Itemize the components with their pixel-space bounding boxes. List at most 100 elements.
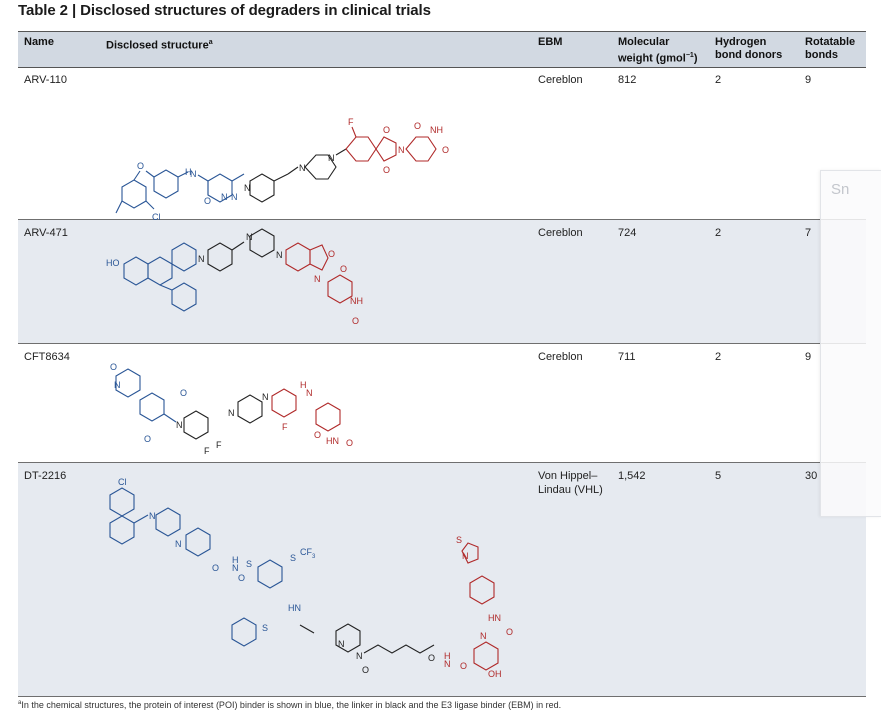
svg-text:N: N	[480, 631, 487, 641]
svg-text:S: S	[262, 623, 268, 633]
svg-text:HN: HN	[488, 613, 501, 623]
svg-text:N: N	[328, 153, 335, 163]
table-footnote: aIn the chemical structures, the protein…	[18, 700, 562, 710]
ebm-value: Cereblon	[538, 74, 583, 86]
hbd-value: 5	[715, 470, 722, 482]
table-row-cft8634: CFT8634 Cereblon 711 2 9 O N O O N F F N…	[18, 344, 866, 463]
svg-text:N: N	[314, 274, 321, 284]
compound-name: CFT8634	[24, 351, 70, 363]
cft8634-structure: O N O O N F F N N F H N O HN O	[110, 362, 353, 456]
compound-name: DT-2216	[24, 470, 67, 482]
rot-value: 9	[805, 74, 812, 86]
svg-text:F: F	[216, 440, 222, 450]
svg-text:O: O	[362, 665, 369, 675]
svg-text:F: F	[348, 117, 354, 127]
svg-text:CF: CF	[300, 547, 312, 557]
header-ebm: EBM	[538, 36, 563, 48]
degraders-table: Name Disclosed structurea EBM Molecular w…	[18, 31, 866, 697]
header-hbd: Hydrogen bond donors	[715, 36, 783, 61]
rot-value: 30	[805, 470, 818, 482]
rot-value: 9	[805, 351, 812, 363]
svg-text:N: N	[198, 254, 205, 264]
svg-text:HN: HN	[288, 603, 301, 613]
svg-text:N: N	[244, 183, 251, 193]
svg-text:O: O	[460, 661, 467, 671]
svg-text:N: N	[338, 639, 345, 649]
header-structure: Disclosed structurea	[106, 39, 213, 52]
svg-text:O: O	[204, 196, 211, 206]
svg-text:HO: HO	[106, 258, 120, 268]
svg-text:F: F	[204, 446, 210, 456]
table-row-arv110: ARV-110 Cereblon 812 2 9 O H N Cl N O N	[18, 67, 866, 229]
mw-value: 1,542	[618, 470, 646, 482]
svg-text:O: O	[506, 627, 513, 637]
svg-text:O: O	[428, 653, 435, 663]
svg-text:NH: NH	[350, 296, 363, 306]
hbd-value: 2	[715, 351, 722, 363]
svg-text:O: O	[414, 121, 421, 131]
svg-text:N: N	[190, 169, 197, 179]
svg-text:OH: OH	[488, 669, 502, 679]
svg-text:O: O	[238, 573, 245, 583]
header-name: Name	[24, 36, 54, 48]
svg-text:H: H	[185, 167, 192, 177]
svg-text:N: N	[176, 420, 183, 430]
hbd-value: 2	[715, 74, 722, 86]
svg-text:Cl: Cl	[152, 212, 161, 222]
svg-text:S: S	[246, 559, 252, 569]
mw-value: 711	[618, 351, 636, 363]
svg-text:N: N	[246, 232, 253, 242]
svg-text:N: N	[276, 250, 283, 260]
overlay-label: Sn	[831, 181, 850, 198]
svg-text:N: N	[306, 388, 313, 398]
svg-text:O: O	[212, 563, 219, 573]
dt2216-structure: Cl N N O H N S O S CF 3 HN S N N O	[109, 477, 513, 679]
svg-text:N: N	[221, 192, 228, 202]
hbd-value: 2	[715, 227, 722, 239]
svg-text:N: N	[232, 563, 239, 573]
mw-value: 812	[618, 74, 637, 86]
svg-text:O: O	[442, 145, 449, 155]
ebm-value: Von Hippel– Lindau (VHL)	[538, 470, 603, 496]
svg-text:H: H	[300, 380, 307, 390]
table-title: Table 2 | Disclosed structures of degrad…	[18, 2, 431, 19]
svg-text:Cl: Cl	[118, 477, 127, 487]
svg-text:O: O	[144, 434, 151, 444]
svg-text:O: O	[180, 388, 187, 398]
svg-text:O: O	[340, 264, 347, 274]
svg-text:N: N	[114, 380, 121, 390]
svg-text:N: N	[444, 659, 451, 669]
svg-text:N: N	[262, 392, 269, 402]
header-rot: Rotatable bonds	[805, 36, 856, 61]
table-row-dt2216: DT-2216 Von Hippel– Lindau (VHL) 1,542 5 …	[18, 463, 866, 697]
svg-text:O: O	[352, 316, 359, 326]
svg-text:O: O	[328, 249, 335, 259]
svg-text:S: S	[456, 535, 462, 545]
svg-text:NH: NH	[430, 125, 443, 135]
svg-text:3: 3	[312, 554, 316, 560]
side-overlay-panel[interactable]: Sn	[820, 170, 881, 517]
svg-text:HN: HN	[326, 436, 339, 446]
rot-value: 7	[805, 227, 812, 239]
svg-text:O: O	[346, 438, 353, 448]
svg-text:N: N	[398, 145, 405, 155]
svg-text:N: N	[175, 539, 182, 549]
svg-text:O: O	[383, 165, 390, 175]
arv110-structure: O H N Cl N O N N N N N	[107, 117, 449, 229]
table-header: Name Disclosed structurea EBM Molecular w…	[18, 31, 866, 68]
mw-value: 724	[618, 227, 637, 239]
svg-text:N: N	[149, 511, 156, 521]
svg-text:N: N	[299, 163, 306, 173]
header-mw: Molecular weight (gmol−1)	[618, 36, 698, 65]
svg-text:O: O	[383, 125, 390, 135]
ebm-value: Cereblon	[538, 351, 583, 363]
svg-text:O: O	[110, 362, 117, 372]
svg-text:O: O	[137, 161, 144, 171]
svg-text:H: H	[232, 555, 239, 565]
svg-text:N: N	[231, 192, 238, 202]
compound-name: ARV-471	[24, 227, 68, 239]
ebm-value: Cereblon	[538, 227, 583, 239]
svg-text:N: N	[462, 551, 469, 561]
svg-text:S: S	[290, 553, 296, 563]
svg-text:N: N	[356, 651, 363, 661]
